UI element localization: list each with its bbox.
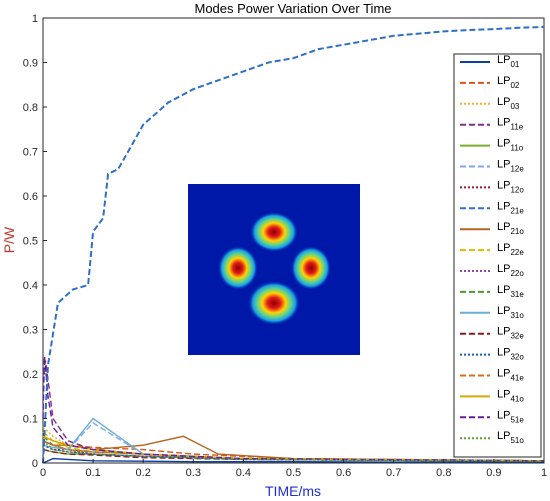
chart-title: Modes Power Variation Over Time <box>195 1 392 16</box>
legend-label-lp22e: LP22e <box>497 242 524 257</box>
inset-background <box>188 184 360 355</box>
y-tick-label: 0.1 <box>23 414 38 426</box>
series-layer <box>42 25 545 464</box>
x-tick-label: 0.5 <box>286 467 301 479</box>
y-tick-label: 0.8 <box>23 102 38 114</box>
x-tick-label: 0.2 <box>136 467 151 479</box>
legend-label-lp32o: LP32o <box>497 347 524 362</box>
x-tick-label: 0.7 <box>386 467 401 479</box>
legend-label-lp31e: LP31e <box>497 284 524 299</box>
legend-label-lp22o: LP22o <box>497 263 524 278</box>
legend-label-lp11e: LP11e <box>497 117 524 132</box>
inset-lobe-left <box>218 246 258 290</box>
y-axis-ticks: 0 0.1 0.2 0.3 0.4 0.5 0.6 0.7 0.8 0.9 1 <box>23 13 47 470</box>
y-tick-label: 0.5 <box>23 236 38 248</box>
legend-label-lp12o: LP12o <box>497 179 524 194</box>
y-tick-label: 0.9 <box>23 58 38 70</box>
y-axis-label: P/W <box>1 226 17 253</box>
series-line-lp21o <box>42 435 545 462</box>
legend-label-lp11o: LP11o <box>497 138 524 153</box>
legend-label-lp12e: LP12e <box>497 159 524 174</box>
x-tick-label: 0.1 <box>85 467 100 479</box>
inset-lobe-bottom <box>248 281 300 325</box>
y-tick-label: 0.3 <box>23 325 38 337</box>
legend: LP01 LP02 LP03 LP11e LP11o LP12e LP12o LP21e LP2… <box>453 53 542 458</box>
legend-label-lp51o: LP51o <box>497 430 524 445</box>
x-tick-label: 0.6 <box>336 467 351 479</box>
legend-box <box>453 53 542 458</box>
series-line-lp51e <box>42 356 545 462</box>
x-axis-ticks: 0 0.1 0.2 0.3 0.4 0.5 0.6 0.7 0.8 0.9 1 <box>40 459 547 479</box>
x-axis-label: TIME/ms <box>265 483 321 499</box>
legend-label-lp41e: LP41e <box>497 368 524 383</box>
legend-label-lp32e: LP32e <box>497 326 524 341</box>
mode-field-inset <box>188 184 360 355</box>
y-tick-label: 0 <box>32 458 38 470</box>
y-tick-label: 1 <box>32 13 38 25</box>
axes: 0 0.1 0.2 0.3 0.4 0.5 0.6 0.7 0.8 0.9 1 0 0.1 0.2 0.3… <box>23 13 547 479</box>
series-line-lp21e <box>42 25 545 464</box>
x-tick-label: 1 <box>541 467 547 479</box>
legend-label-lp41o: LP41o <box>497 388 524 403</box>
legend-label-lp01: LP01 <box>497 54 520 69</box>
y-tick-label: 0.7 <box>23 147 38 159</box>
legend-label-lp21o: LP21o <box>497 221 524 236</box>
legend-label-lp51e: LP51e <box>497 409 524 424</box>
legend-label-lp31o: LP31o <box>497 305 524 320</box>
x-tick-label: 0.4 <box>236 467 251 479</box>
legend-label-lp03: LP03 <box>497 96 520 111</box>
x-tick-label: 0.8 <box>436 467 451 479</box>
x-tick-label: 0.3 <box>186 467 201 479</box>
x-tick-label: 0 <box>40 467 46 479</box>
legend-label-lp21e: LP21e <box>497 200 524 215</box>
x-tick-label: 0.9 <box>486 467 501 479</box>
inset-lobe-top <box>250 212 298 252</box>
y-tick-label: 0.4 <box>23 280 38 292</box>
legend-label-lp02: LP02 <box>497 75 520 90</box>
y-tick-label: 0.2 <box>23 369 38 381</box>
inset-lobe-right <box>291 246 331 290</box>
y-tick-label: 0.6 <box>23 191 38 203</box>
